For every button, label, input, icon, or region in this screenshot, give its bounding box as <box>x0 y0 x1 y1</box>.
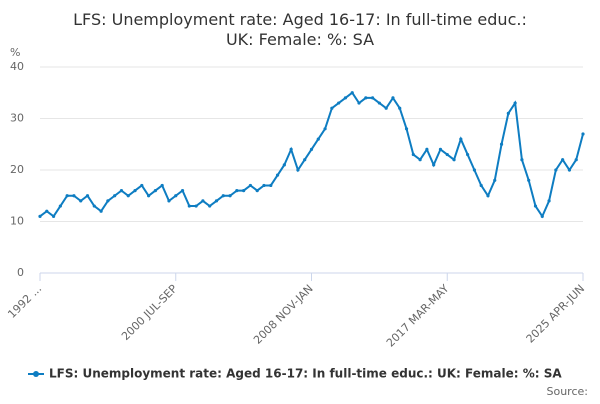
point <box>113 194 117 198</box>
point <box>499 142 504 146</box>
point <box>493 178 497 182</box>
point <box>214 199 219 203</box>
x-tick-label: 2000 JUL-SEP <box>119 282 180 343</box>
point <box>350 91 354 95</box>
point <box>527 178 531 182</box>
point <box>513 101 517 105</box>
point <box>99 209 103 213</box>
point <box>303 158 307 162</box>
point <box>561 158 565 162</box>
point <box>255 189 259 193</box>
point <box>228 194 232 198</box>
point <box>581 132 585 136</box>
point <box>65 194 69 198</box>
point <box>221 194 225 198</box>
point <box>296 168 300 172</box>
point <box>282 163 286 167</box>
series-line <box>39 91 584 219</box>
y-tick-label: 0 <box>17 266 24 279</box>
y-tick-label: 30 <box>10 112 24 125</box>
source-label: Source: <box>547 385 589 398</box>
point <box>208 204 212 208</box>
point <box>459 137 463 141</box>
point <box>404 127 409 131</box>
point <box>370 96 375 100</box>
point <box>160 183 164 188</box>
legend-label: LFS: Unemployment rate: Aged 16-17: In f… <box>49 367 562 381</box>
point <box>384 106 388 110</box>
point <box>126 194 130 198</box>
point <box>174 194 178 198</box>
point <box>201 199 205 203</box>
point <box>432 163 436 167</box>
x-tick-label: 2008 NOV-JAN <box>251 282 316 347</box>
point <box>547 199 551 203</box>
y-tick-label: 20 <box>10 163 24 176</box>
point <box>398 106 402 110</box>
point <box>418 158 422 162</box>
point <box>520 158 524 162</box>
point <box>343 96 348 100</box>
point <box>289 147 293 151</box>
point <box>337 101 341 105</box>
point <box>180 189 185 193</box>
point <box>92 204 96 208</box>
point <box>72 194 76 198</box>
point <box>533 204 538 208</box>
point <box>242 189 246 193</box>
point <box>194 204 198 208</box>
point <box>438 147 443 151</box>
y-tick-label: 40 <box>10 60 24 73</box>
point <box>330 106 334 110</box>
point <box>486 194 490 198</box>
point <box>262 183 266 188</box>
legend-marker <box>33 371 39 377</box>
point <box>167 199 171 203</box>
point <box>58 204 62 208</box>
point <box>147 194 151 198</box>
point <box>445 152 449 157</box>
point <box>316 137 320 141</box>
x-tick-label: 2025 APR-JUN <box>524 282 588 346</box>
point <box>85 194 90 198</box>
point <box>540 214 544 218</box>
point <box>391 96 395 100</box>
point <box>479 183 483 188</box>
point <box>51 214 56 218</box>
point <box>574 158 578 162</box>
point <box>235 189 239 193</box>
point <box>38 214 42 218</box>
point <box>275 173 280 177</box>
point <box>140 183 144 188</box>
point <box>119 189 124 193</box>
point <box>411 152 415 157</box>
x-tick-label: 1992 ... <box>5 282 44 321</box>
point <box>269 183 273 188</box>
point <box>106 199 110 203</box>
point <box>377 101 381 105</box>
point <box>309 147 314 151</box>
point <box>323 127 327 131</box>
point <box>506 111 510 115</box>
y-axis-label: % <box>10 46 20 59</box>
point <box>554 168 558 172</box>
point <box>357 101 361 105</box>
point <box>364 96 368 100</box>
point <box>79 199 83 203</box>
point <box>472 168 476 172</box>
point <box>45 209 49 213</box>
point <box>153 189 157 193</box>
point <box>248 183 253 188</box>
point <box>187 204 191 208</box>
x-tick-label: 2017 MAR-MAY <box>384 282 452 350</box>
point <box>567 168 572 172</box>
point <box>133 189 137 193</box>
point <box>466 152 470 157</box>
point <box>425 147 429 151</box>
chart-title: LFS: Unemployment rate: Aged 16-17: In f… <box>73 10 527 49</box>
y-tick-label: 10 <box>10 215 24 228</box>
point <box>452 158 456 162</box>
